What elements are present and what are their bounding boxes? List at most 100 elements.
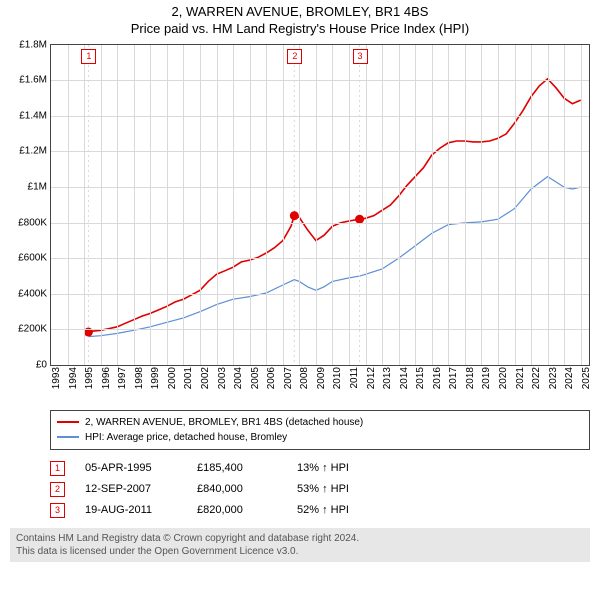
- legend-label: HPI: Average price, detached house, Brom…: [85, 430, 287, 445]
- gridline: [382, 45, 383, 365]
- x-tick-label: 1998: [134, 367, 145, 389]
- sale-marker-badge: 1: [81, 49, 96, 64]
- footer-line: Contains HM Land Registry data © Crown c…: [16, 532, 584, 545]
- y-tick-label: £800K: [18, 217, 47, 228]
- gridline: [399, 45, 400, 365]
- y-tick-label: £0: [36, 359, 47, 370]
- table-row: 319-AUG-2011£820,00052% ↑ HPI: [50, 500, 590, 521]
- tx-delta: 53% ↑ HPI: [297, 479, 349, 500]
- tx-index-badge: 1: [50, 461, 65, 476]
- x-tick-label: 2013: [382, 367, 393, 389]
- gridline: [531, 45, 532, 365]
- tx-delta: 52% ↑ HPI: [297, 500, 349, 521]
- transactions-table: 105-APR-1995£185,40013% ↑ HPI212-SEP-200…: [50, 458, 590, 521]
- x-tick-label: 2017: [448, 367, 459, 389]
- chart-title: 2, WARREN AVENUE, BROMLEY, BR1 4BS: [0, 4, 600, 21]
- x-tick-label: 1997: [117, 367, 128, 389]
- x-tick-label: 2025: [581, 367, 592, 389]
- gridline: [283, 45, 284, 365]
- gridline: [134, 45, 135, 365]
- gridline: [51, 258, 589, 259]
- gridline: [316, 45, 317, 365]
- y-tick-label: £200K: [18, 324, 47, 335]
- y-tick-label: £1.6M: [19, 75, 47, 86]
- x-tick-label: 2003: [217, 367, 228, 389]
- gridline: [51, 294, 589, 295]
- gridline: [150, 45, 151, 365]
- x-tick-label: 2006: [266, 367, 277, 389]
- chart-title-block: 2, WARREN AVENUE, BROMLEY, BR1 4BS Price…: [0, 0, 600, 40]
- footer-line: This data is licensed under the Open Gov…: [16, 545, 584, 558]
- gridline: [448, 45, 449, 365]
- x-tick-label: 2000: [167, 367, 178, 389]
- tx-price: £185,400: [197, 458, 277, 479]
- attribution-footer: Contains HM Land Registry data © Crown c…: [10, 528, 590, 562]
- y-tick-label: £1.2M: [19, 146, 47, 157]
- gridline: [564, 45, 565, 365]
- legend-swatch: [57, 436, 79, 438]
- gridline: [481, 45, 482, 365]
- x-tick-label: 2021: [515, 367, 526, 389]
- gridline: [250, 45, 251, 365]
- gridline: [217, 45, 218, 365]
- gridline: [183, 45, 184, 365]
- gridline: [51, 80, 589, 81]
- chart-subtitle: Price paid vs. HM Land Registry's House …: [0, 21, 600, 38]
- gridline: [51, 329, 589, 330]
- x-tick-label: 1995: [84, 367, 95, 389]
- gridline: [51, 116, 589, 117]
- gridline: [548, 45, 549, 365]
- x-tick-label: 1993: [51, 367, 62, 389]
- tx-date: 19-AUG-2011: [85, 500, 177, 521]
- x-tick-label: 2023: [548, 367, 559, 389]
- tx-index-badge: 3: [50, 503, 65, 518]
- x-tick-label: 2001: [183, 367, 194, 389]
- gridline: [515, 45, 516, 365]
- x-tick-label: 1994: [68, 367, 79, 389]
- x-tick-label: 2020: [498, 367, 509, 389]
- x-tick-label: 2008: [299, 367, 310, 389]
- gridline: [366, 45, 367, 365]
- gridline: [299, 45, 300, 365]
- legend-label: 2, WARREN AVENUE, BROMLEY, BR1 4BS (deta…: [85, 415, 363, 430]
- gridline: [233, 45, 234, 365]
- gridline: [266, 45, 267, 365]
- gridline: [465, 45, 466, 365]
- y-tick-label: £600K: [18, 253, 47, 264]
- sale-marker-badge: 3: [353, 49, 368, 64]
- gridline: [117, 45, 118, 365]
- x-tick-label: 2024: [564, 367, 575, 389]
- x-tick-label: 2014: [399, 367, 410, 389]
- gridline: [200, 45, 201, 365]
- y-tick-label: £1.4M: [19, 110, 47, 121]
- x-tick-label: 2002: [200, 367, 211, 389]
- sale-point-dot: [290, 211, 299, 220]
- gridline: [84, 45, 85, 365]
- tx-delta: 13% ↑ HPI: [297, 458, 349, 479]
- gridline: [432, 45, 433, 365]
- x-tick-label: 2005: [250, 367, 261, 389]
- gridline: [68, 45, 69, 365]
- table-row: 105-APR-1995£185,40013% ↑ HPI: [50, 458, 590, 479]
- x-tick-label: 2019: [481, 367, 492, 389]
- x-tick-label: 2016: [432, 367, 443, 389]
- x-tick-label: 2011: [349, 367, 360, 389]
- y-tick-label: £400K: [18, 288, 47, 299]
- gridline: [51, 151, 589, 152]
- gridline: [51, 187, 589, 188]
- legend-item: 2, WARREN AVENUE, BROMLEY, BR1 4BS (deta…: [57, 415, 583, 430]
- gridline: [101, 45, 102, 365]
- gridline: [332, 45, 333, 365]
- x-tick-label: 2004: [233, 367, 244, 389]
- y-tick-label: £1M: [28, 182, 47, 193]
- y-tick-label: £1.8M: [19, 39, 47, 50]
- table-row: 212-SEP-2007£840,00053% ↑ HPI: [50, 479, 590, 500]
- x-tick-label: 2009: [316, 367, 327, 389]
- sale-marker-badge: 2: [287, 49, 302, 64]
- legend-swatch: [57, 421, 79, 423]
- gridline: [349, 45, 350, 365]
- x-axis: 1993199419951996199719981999200020012002…: [51, 365, 589, 405]
- gridline: [167, 45, 168, 365]
- x-tick-label: 1999: [150, 367, 161, 389]
- x-tick-label: 2010: [332, 367, 343, 389]
